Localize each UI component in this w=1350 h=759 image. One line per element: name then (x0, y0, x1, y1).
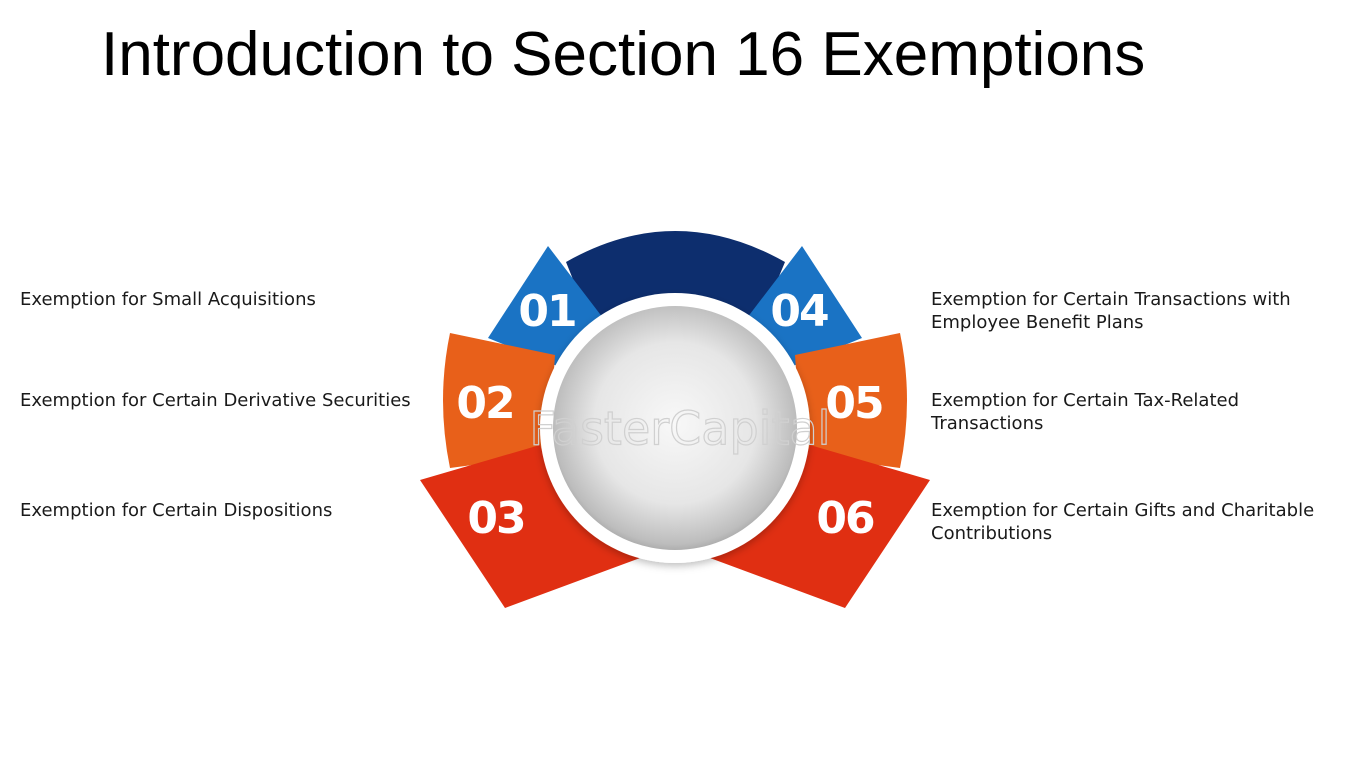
label-03: Exemption for Certain Dispositions (20, 500, 333, 521)
page-title: Introduction to Section 16 Exemptions (101, 20, 1146, 89)
label-02: Exemption for Certain Derivative Securit… (20, 390, 411, 411)
label-05: Exemption for Certain Tax-Related Transa… (931, 390, 1239, 434)
number-04: 04 (770, 286, 828, 337)
center-sphere (553, 306, 797, 550)
top-arc (566, 231, 785, 322)
number-02: 02 (456, 378, 513, 429)
segment-02 (443, 333, 555, 468)
number-03: 03 (467, 493, 524, 544)
segment-04 (747, 246, 862, 368)
watermark: FasterCapital (530, 402, 831, 456)
number-06: 06 (816, 493, 874, 544)
segment-05 (795, 333, 907, 468)
segment-01 (488, 246, 603, 368)
label-01: Exemption for Small Acquisitions (20, 289, 316, 310)
number-05: 05 (825, 378, 882, 429)
segment-06 (710, 445, 930, 608)
label-06: Exemption for Certain Gifts and Charitab… (931, 500, 1315, 544)
number-01: 01 (518, 286, 575, 337)
segment-03 (420, 445, 640, 608)
label-04: Exemption for Certain Transactions with … (931, 289, 1291, 333)
